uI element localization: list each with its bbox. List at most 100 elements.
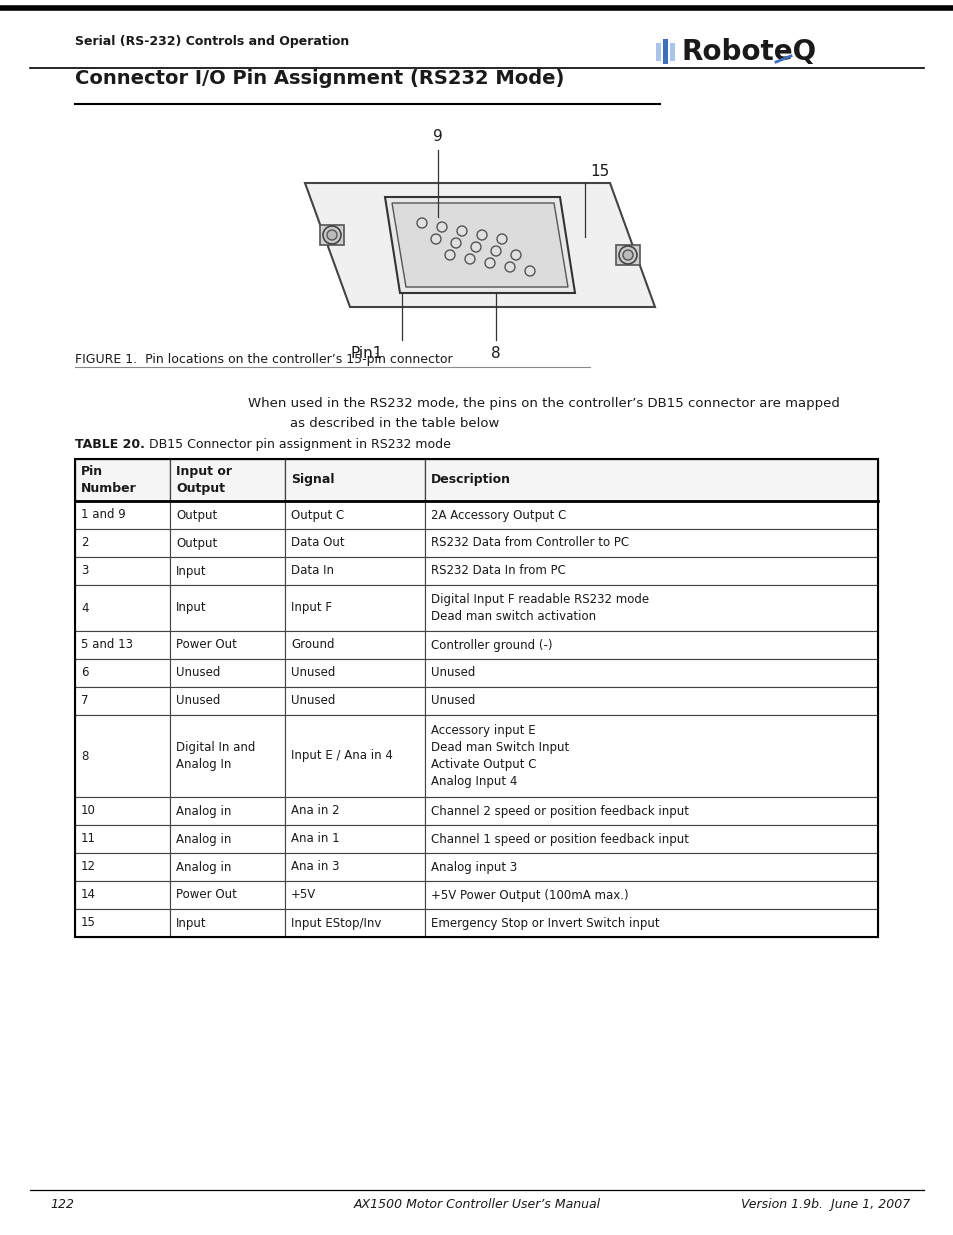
Text: RoboteQ: RoboteQ [681,38,817,65]
Text: AX1500 Motor Controller User’s Manual: AX1500 Motor Controller User’s Manual [353,1198,600,1212]
Text: Analog in: Analog in [175,832,232,846]
Bar [424,853,877,881]
Circle shape [504,262,515,272]
Bar [170,501,285,529]
Bar [424,501,877,529]
Text: 12: 12 [81,861,96,873]
Bar [424,687,877,715]
Text: Digital Input F readable RS232 mode
Dead man switch activation: Digital Input F readable RS232 mode Dead… [431,593,648,622]
Text: Pin1: Pin1 [351,346,383,361]
Bar [75,881,170,909]
Text: Input: Input [175,601,207,615]
Text: Input or
Output: Input or Output [175,466,232,495]
Bar [616,245,639,266]
Text: Input E / Ana in 4: Input E / Ana in 4 [291,750,393,762]
Text: 11: 11 [81,832,96,846]
Text: When used in the RS232 mode, the pins on the controller’s DB15 connector are map: When used in the RS232 mode, the pins on… [248,396,839,410]
Text: 10: 10 [81,804,95,818]
Circle shape [484,258,495,268]
Bar [285,557,424,585]
Bar [424,631,877,659]
Text: Unused: Unused [175,667,220,679]
Bar [170,825,285,853]
Text: 15: 15 [81,916,95,930]
Text: Power Out: Power Out [175,638,236,652]
Bar [424,557,877,585]
Circle shape [431,233,440,245]
Circle shape [476,230,486,240]
Bar [170,659,285,687]
Bar [75,687,170,715]
Text: Analog in: Analog in [175,804,232,818]
Text: Ana in 2: Ana in 2 [291,804,339,818]
Bar [285,459,424,501]
Bar [75,459,877,937]
Text: Controller ground (-): Controller ground (-) [431,638,552,652]
Bar [319,225,344,245]
Text: 6: 6 [81,667,89,679]
Text: Pin
Number: Pin Number [81,466,136,495]
Bar [285,881,424,909]
Text: Ground: Ground [291,638,335,652]
Text: Channel 1 speed or position feedback input: Channel 1 speed or position feedback inp… [431,832,688,846]
Circle shape [444,249,455,261]
Text: 122: 122 [50,1198,74,1212]
Bar [424,659,877,687]
Polygon shape [392,203,567,287]
Bar [656,43,660,61]
Bar [285,585,424,631]
Text: Output: Output [175,509,217,521]
Circle shape [327,230,336,240]
Text: +5V Power Output (100mA max.): +5V Power Output (100mA max.) [431,888,628,902]
Bar [75,557,170,585]
Bar [75,585,170,631]
Circle shape [511,249,520,261]
Bar [285,797,424,825]
Text: 9: 9 [433,128,442,144]
Text: Unused: Unused [291,667,335,679]
Polygon shape [305,183,655,308]
Circle shape [491,246,500,256]
Bar [424,715,877,797]
Bar [170,909,285,937]
Bar [662,40,667,64]
Text: Connector I/O Pin Assignment (RS232 Mode): Connector I/O Pin Assignment (RS232 Mode… [75,69,564,88]
Text: DB15 Connector pin assignment in RS232 mode: DB15 Connector pin assignment in RS232 m… [145,438,451,451]
Text: +5V: +5V [291,888,315,902]
Circle shape [416,219,427,228]
Bar [285,825,424,853]
Bar [424,797,877,825]
Bar [170,687,285,715]
Text: Data Out: Data Out [291,536,344,550]
Bar [75,529,170,557]
Bar [75,501,170,529]
Text: Input F: Input F [291,601,332,615]
Text: 2: 2 [81,536,89,550]
Text: Output C: Output C [291,509,344,521]
Text: 8: 8 [491,346,500,361]
Bar [75,909,170,937]
Bar [424,585,877,631]
Bar [75,659,170,687]
Text: 7: 7 [81,694,89,708]
Bar [424,825,877,853]
Circle shape [471,242,480,252]
Bar [424,881,877,909]
Text: Ana in 1: Ana in 1 [291,832,339,846]
Text: Serial (RS-232) Controls and Operation: Serial (RS-232) Controls and Operation [75,36,349,48]
Bar [170,881,285,909]
Bar [170,585,285,631]
Bar [75,825,170,853]
Circle shape [436,222,447,232]
Bar [170,459,285,501]
Text: 8: 8 [81,750,89,762]
Bar [75,853,170,881]
Text: Data In: Data In [291,564,334,578]
Bar [424,459,877,501]
Text: Unused: Unused [431,667,475,679]
Bar [170,529,285,557]
Text: Analog input 3: Analog input 3 [431,861,517,873]
Text: 3: 3 [81,564,89,578]
Text: 14: 14 [81,888,96,902]
Text: RS232 Data from Controller to PC: RS232 Data from Controller to PC [431,536,628,550]
